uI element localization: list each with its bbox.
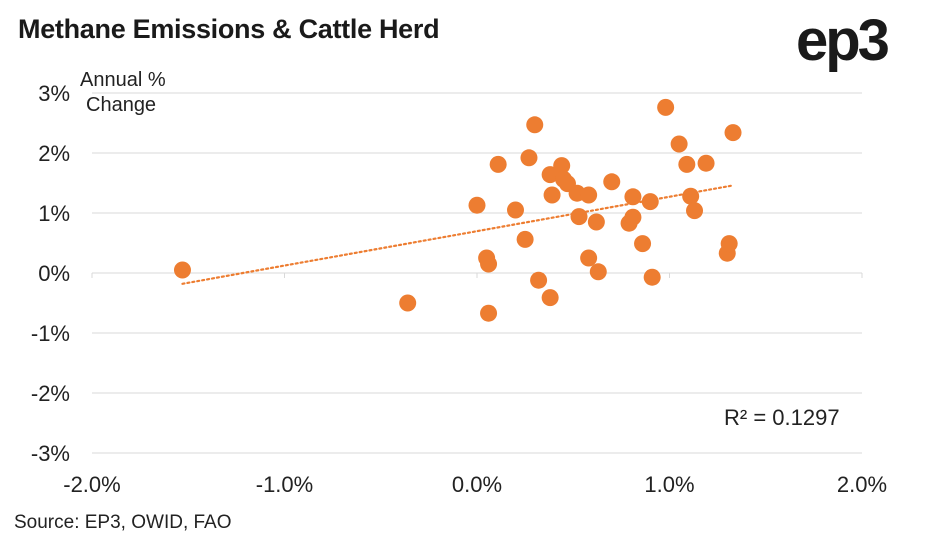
data-point (553, 157, 571, 175)
data-point (399, 294, 417, 312)
data-point (634, 235, 652, 253)
x-tick-label: 0.0% (452, 472, 502, 497)
trendline (181, 184, 735, 285)
data-point (507, 201, 524, 219)
y-tick-label: -1% (31, 321, 70, 346)
data-point (530, 271, 548, 289)
data-point (697, 154, 715, 172)
chart-title: Methane Emissions & Cattle Herd (18, 14, 440, 44)
data-point (641, 193, 659, 211)
data-point (724, 124, 742, 142)
data-point (516, 230, 534, 248)
x-axis-tick-labels: -2.0% -1.0% 0.0% 1.0% 2.0% (63, 472, 887, 497)
data-point (670, 135, 688, 153)
y-tick-label: 0% (38, 261, 70, 286)
data-point (686, 202, 704, 220)
data-point (678, 155, 696, 173)
data-point (580, 249, 598, 267)
data-point (468, 196, 486, 214)
source-note: Source: EP3, OWID, FAO (14, 512, 232, 533)
x-tick-label: 1.0% (644, 472, 694, 497)
data-point (173, 261, 191, 279)
gridlines (91, 92, 863, 454)
y-axis-tick-labels: 3% 2% 1% 0% -1% -2% -3% (31, 81, 70, 466)
y-axis-label-line1: Annual % (80, 69, 166, 91)
trendline-line (181, 184, 735, 285)
data-point (480, 304, 498, 322)
data-point (541, 289, 559, 307)
data-point (587, 213, 605, 231)
data-point (570, 208, 588, 226)
x-tick-label: 2.0% (837, 472, 887, 497)
data-point (624, 208, 642, 226)
x-tick-label: -1.0% (256, 472, 313, 497)
data-point (603, 173, 621, 191)
data-point (682, 187, 700, 205)
data-point (624, 188, 642, 206)
y-tick-label: 3% (38, 81, 70, 106)
ep3-logo: ep3 (796, 8, 890, 73)
data-point (543, 186, 561, 204)
data-point (580, 186, 598, 204)
data-point (720, 235, 738, 253)
data-point (489, 155, 507, 173)
data-point (589, 263, 607, 281)
x-tick-label: -2.0% (63, 472, 120, 497)
data-point (520, 149, 538, 167)
data-point (480, 255, 498, 273)
y-tick-label: 2% (38, 141, 70, 166)
data-point (541, 166, 559, 184)
data-point (657, 98, 675, 116)
y-tick-label: 1% (38, 201, 70, 226)
y-tick-label: -3% (31, 441, 70, 466)
y-tick-label: -2% (31, 381, 70, 406)
data-point (643, 268, 661, 286)
y-axis-label-line2: Change (86, 94, 156, 116)
data-points (173, 98, 742, 322)
data-point (526, 116, 544, 134)
r-squared-label: R² = 0.1297 (724, 405, 840, 430)
